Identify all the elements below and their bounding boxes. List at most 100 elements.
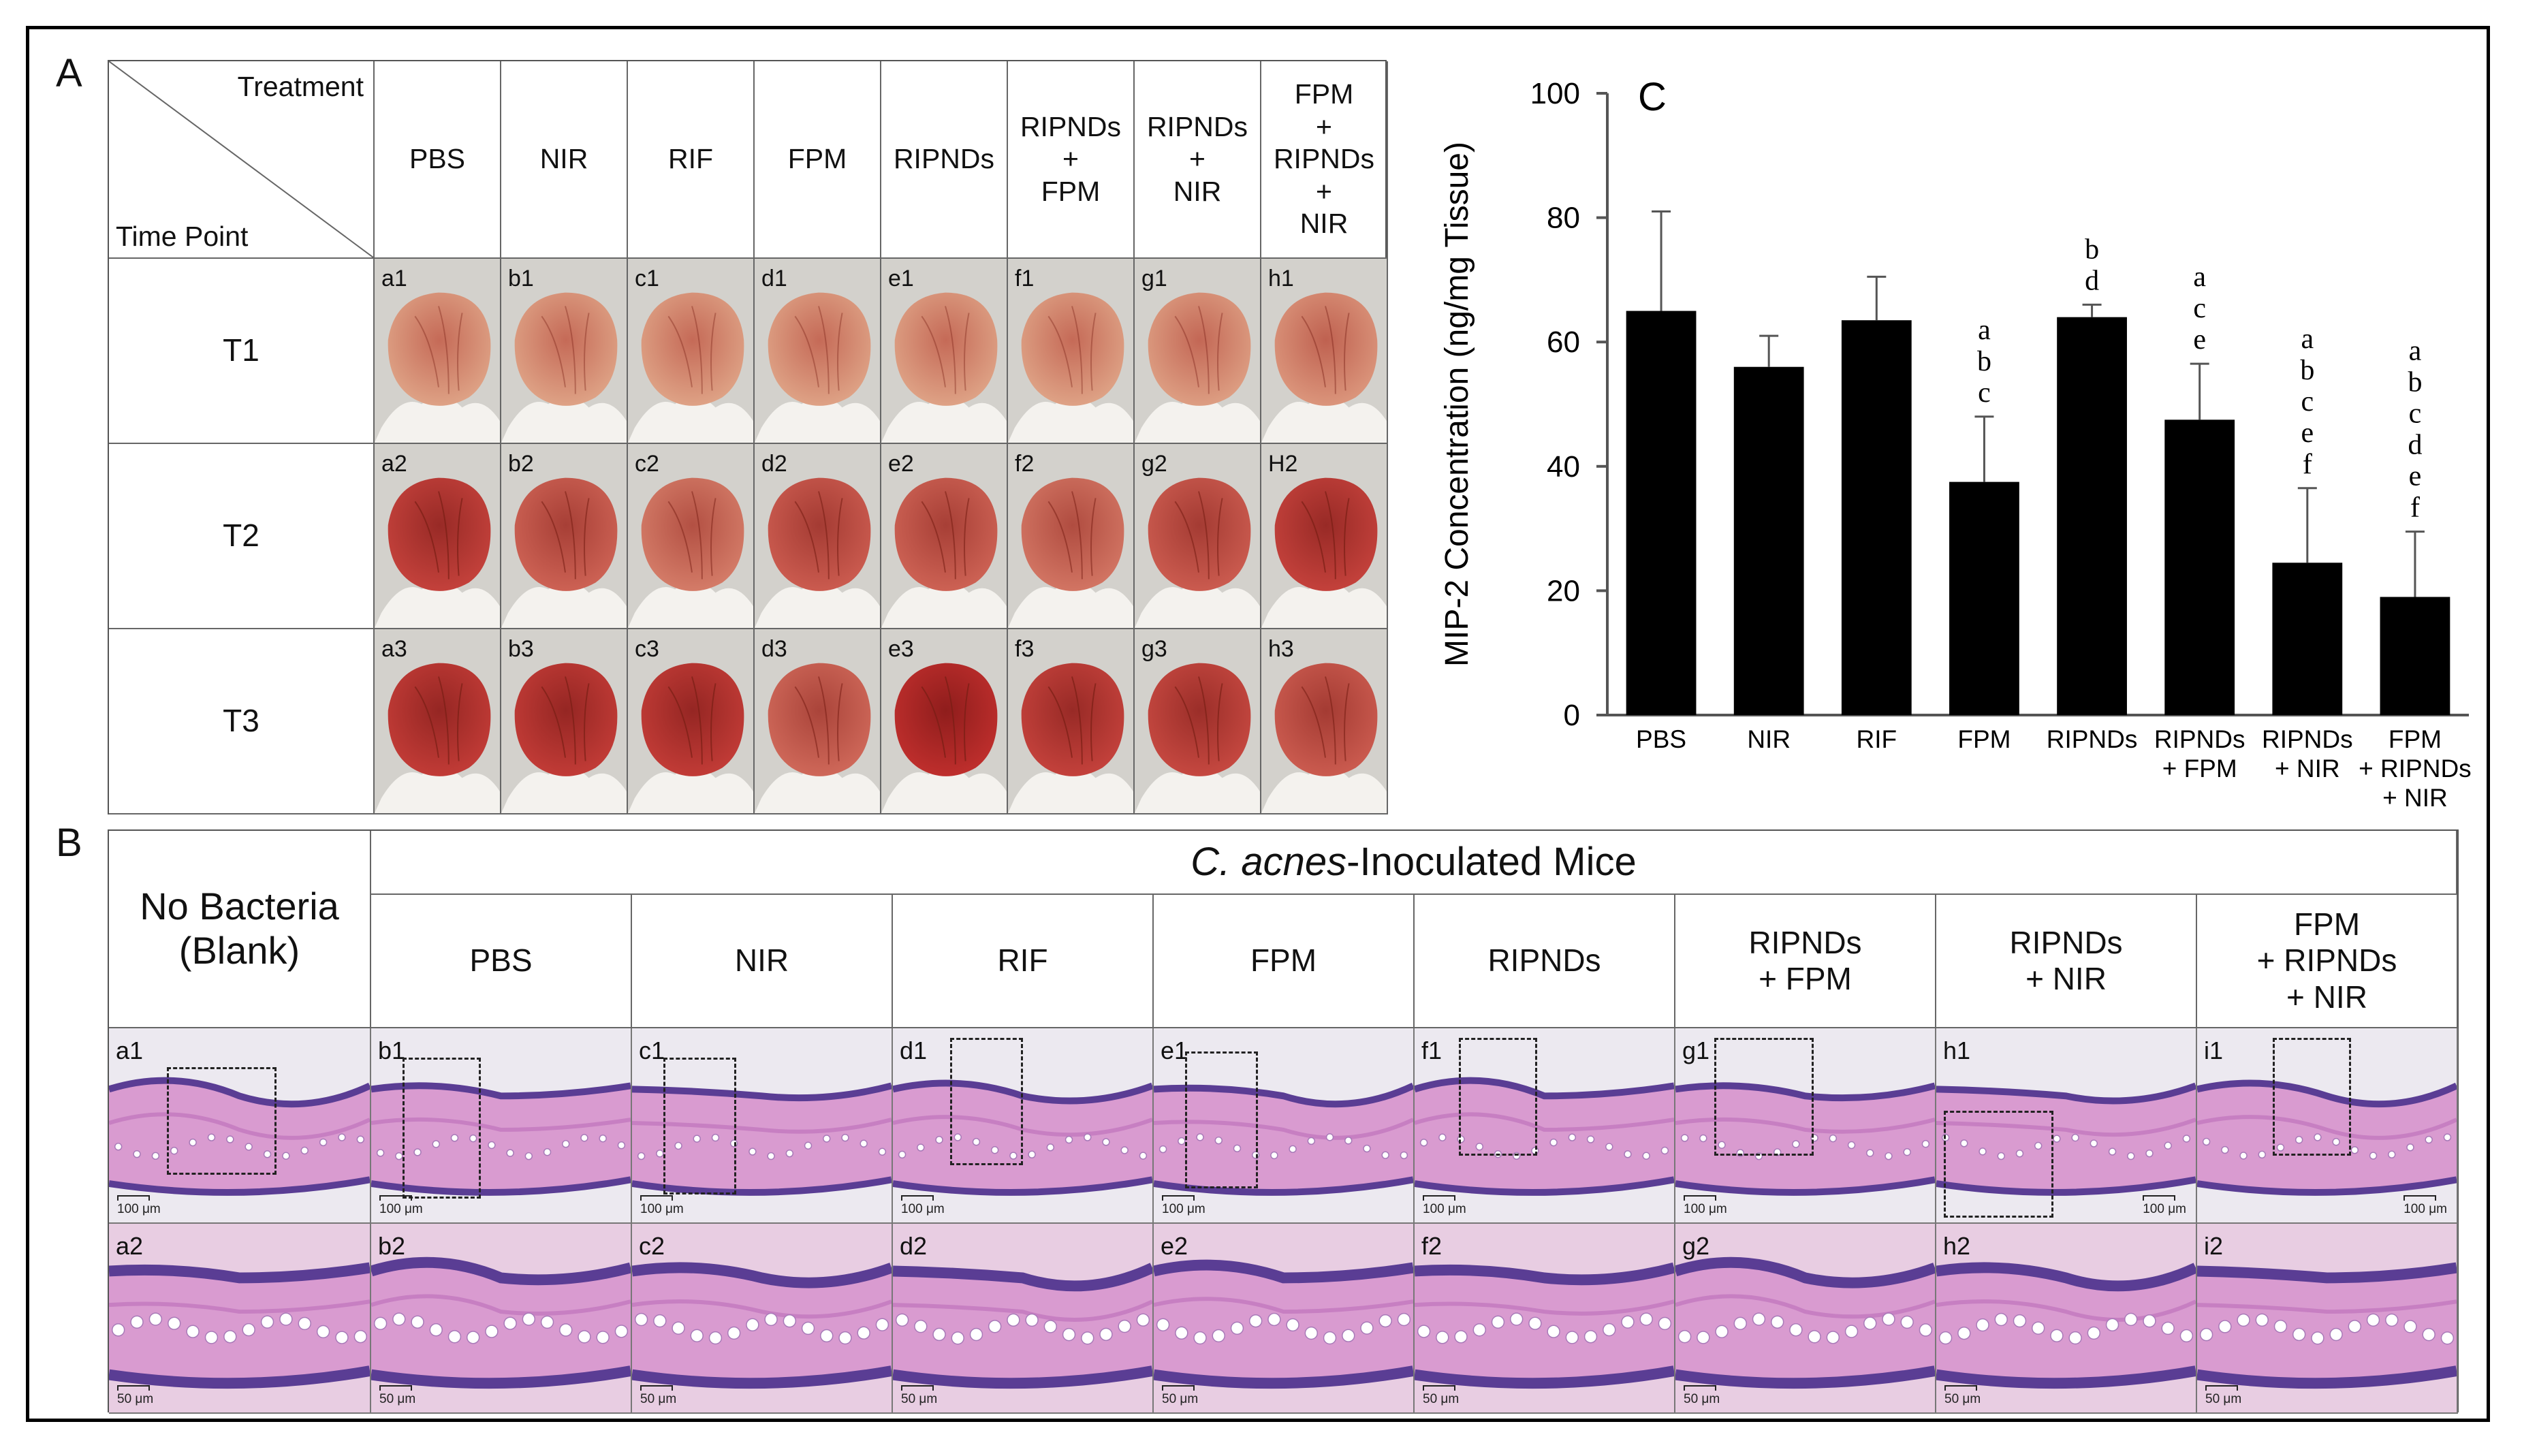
ear-illustration xyxy=(628,259,753,443)
ear-illustration xyxy=(375,629,500,813)
histology-image-high-mag: b2 50 μm xyxy=(371,1224,632,1414)
histology-image-low-mag: c1 100 μm xyxy=(632,1028,893,1224)
ear-illustration xyxy=(375,444,500,628)
photo-label: e1 xyxy=(888,266,914,291)
photo-label: a2 xyxy=(381,451,407,477)
y-tick-label: 80 xyxy=(1547,202,1580,235)
scale-bar: 100 μm xyxy=(1684,1195,1727,1217)
histology-image-low-mag: g1 100 μm xyxy=(1675,1028,1936,1224)
panel-label-a: A xyxy=(56,51,82,95)
bar xyxy=(1626,311,1697,715)
scale-bar: 50 μm xyxy=(1423,1385,1459,1407)
histology-label: h2 xyxy=(1943,1232,1971,1260)
timepoint-label: T2 xyxy=(109,444,375,629)
ear-photo: f2 xyxy=(1008,444,1135,629)
bar xyxy=(1841,320,1912,715)
tissue-section xyxy=(1936,1028,2196,1222)
bar xyxy=(2164,420,2235,715)
y-tick-label: 20 xyxy=(1547,574,1580,607)
scale-bar: 100 μm xyxy=(2143,1195,2186,1217)
tissue-section xyxy=(371,1028,631,1222)
ear-photo: e2 xyxy=(881,444,1008,629)
corner-diagonal xyxy=(109,61,373,257)
scale-bar-text: 100 μm xyxy=(1684,1202,1727,1216)
histology-label: d1 xyxy=(900,1036,928,1064)
scale-bar: 100 μm xyxy=(640,1195,684,1217)
ear-illustration xyxy=(1008,629,1133,813)
zoom-region-box xyxy=(166,1067,277,1175)
scale-bar: 50 μm xyxy=(640,1385,676,1407)
histology-label: i1 xyxy=(2204,1036,2224,1064)
zoom-region-box xyxy=(2273,1038,2351,1156)
ear-photo: d1 xyxy=(755,259,881,444)
ear-illustration xyxy=(1261,444,1387,628)
ear-photo: g3 xyxy=(1135,629,1261,814)
histology-image-high-mag: a2 50 μm xyxy=(109,1224,371,1414)
histology-treatment-header: NIR xyxy=(632,895,893,1028)
ear-photo: c1 xyxy=(628,259,755,444)
treatment-header: RIF xyxy=(628,61,755,259)
histology-image-low-mag: e1 100 μm xyxy=(1154,1028,1415,1224)
x-tick-label: RIPNDs xyxy=(2047,725,2138,753)
scale-bar: 50 μm xyxy=(1684,1385,1720,1407)
bar xyxy=(1949,481,2019,715)
histology-label: g2 xyxy=(1682,1232,1710,1260)
histology-treatment-header: FPM xyxy=(1154,895,1415,1028)
photo-label: d1 xyxy=(761,266,787,291)
treatment-header: PBS xyxy=(375,61,501,259)
treatment-header: RIPNDs + FPM xyxy=(1008,61,1135,259)
photo-label: c2 xyxy=(635,451,659,477)
histology-label: c1 xyxy=(639,1036,665,1064)
bar xyxy=(1733,366,1804,715)
histology-image-high-mag: d2 50 μm xyxy=(893,1224,1154,1414)
tissue-section xyxy=(1936,1224,2196,1412)
scale-bar-text: 100 μm xyxy=(640,1202,684,1216)
ear-illustration xyxy=(1261,259,1387,443)
timepoint-label: T3 xyxy=(109,629,375,814)
scale-bar: 100 μm xyxy=(117,1195,161,1217)
ear-illustration xyxy=(755,259,880,443)
tissue-section xyxy=(1415,1224,1674,1412)
y-tick-label: 100 xyxy=(1530,77,1580,110)
histology-label: e2 xyxy=(1161,1232,1188,1260)
scale-bar-text: 50 μm xyxy=(640,1392,677,1406)
photo-label: g2 xyxy=(1141,451,1167,477)
ear-photo: c2 xyxy=(628,444,755,629)
treatment-header: FPM xyxy=(755,61,881,259)
ear-illustration xyxy=(501,629,627,813)
ear-photo: a1 xyxy=(375,259,501,444)
photo-label: d2 xyxy=(761,451,787,477)
group-header-rest: -Inoculated Mice xyxy=(1346,840,1637,885)
tissue-section xyxy=(632,1028,892,1222)
ear-illustration xyxy=(755,629,880,813)
ear-illustration xyxy=(375,259,500,443)
scale-bar-text: 100 μm xyxy=(2403,1202,2447,1216)
scale-bar-text: 50 μm xyxy=(379,1392,416,1406)
scale-bar-text: 50 μm xyxy=(117,1392,154,1406)
histology-label: i2 xyxy=(2204,1232,2224,1260)
scale-bar-text: 50 μm xyxy=(2205,1392,2242,1406)
x-tick-label: FPM xyxy=(1957,725,2011,753)
ear-photo: a3 xyxy=(375,629,501,814)
panel-label-c: C xyxy=(1638,75,1667,119)
histology-treatment-header: RIPNDs xyxy=(1415,895,1675,1028)
scale-bar: 50 μm xyxy=(1944,1385,1981,1407)
ear-illustration xyxy=(1261,629,1387,813)
photo-label: g1 xyxy=(1141,266,1167,291)
photo-label: b2 xyxy=(508,451,534,477)
ear-illustration xyxy=(1135,629,1260,813)
histology-label: a2 xyxy=(116,1232,144,1260)
ear-photo: f1 xyxy=(1008,259,1135,444)
corner-cell: Treatment Time Point xyxy=(109,61,375,259)
x-tick-label: RIPNDs + FPM xyxy=(2154,725,2245,782)
ear-illustration xyxy=(881,259,1007,443)
bar xyxy=(2057,317,2127,715)
corner-treatment-label: Treatment xyxy=(237,71,364,102)
y-tick-label: 0 xyxy=(1564,699,1580,732)
scale-bar-text: 50 μm xyxy=(1423,1392,1460,1406)
tissue-section xyxy=(893,1224,1152,1412)
y-tick-label: 60 xyxy=(1547,326,1580,359)
histology-image-low-mag: b1 100 μm xyxy=(371,1028,632,1224)
